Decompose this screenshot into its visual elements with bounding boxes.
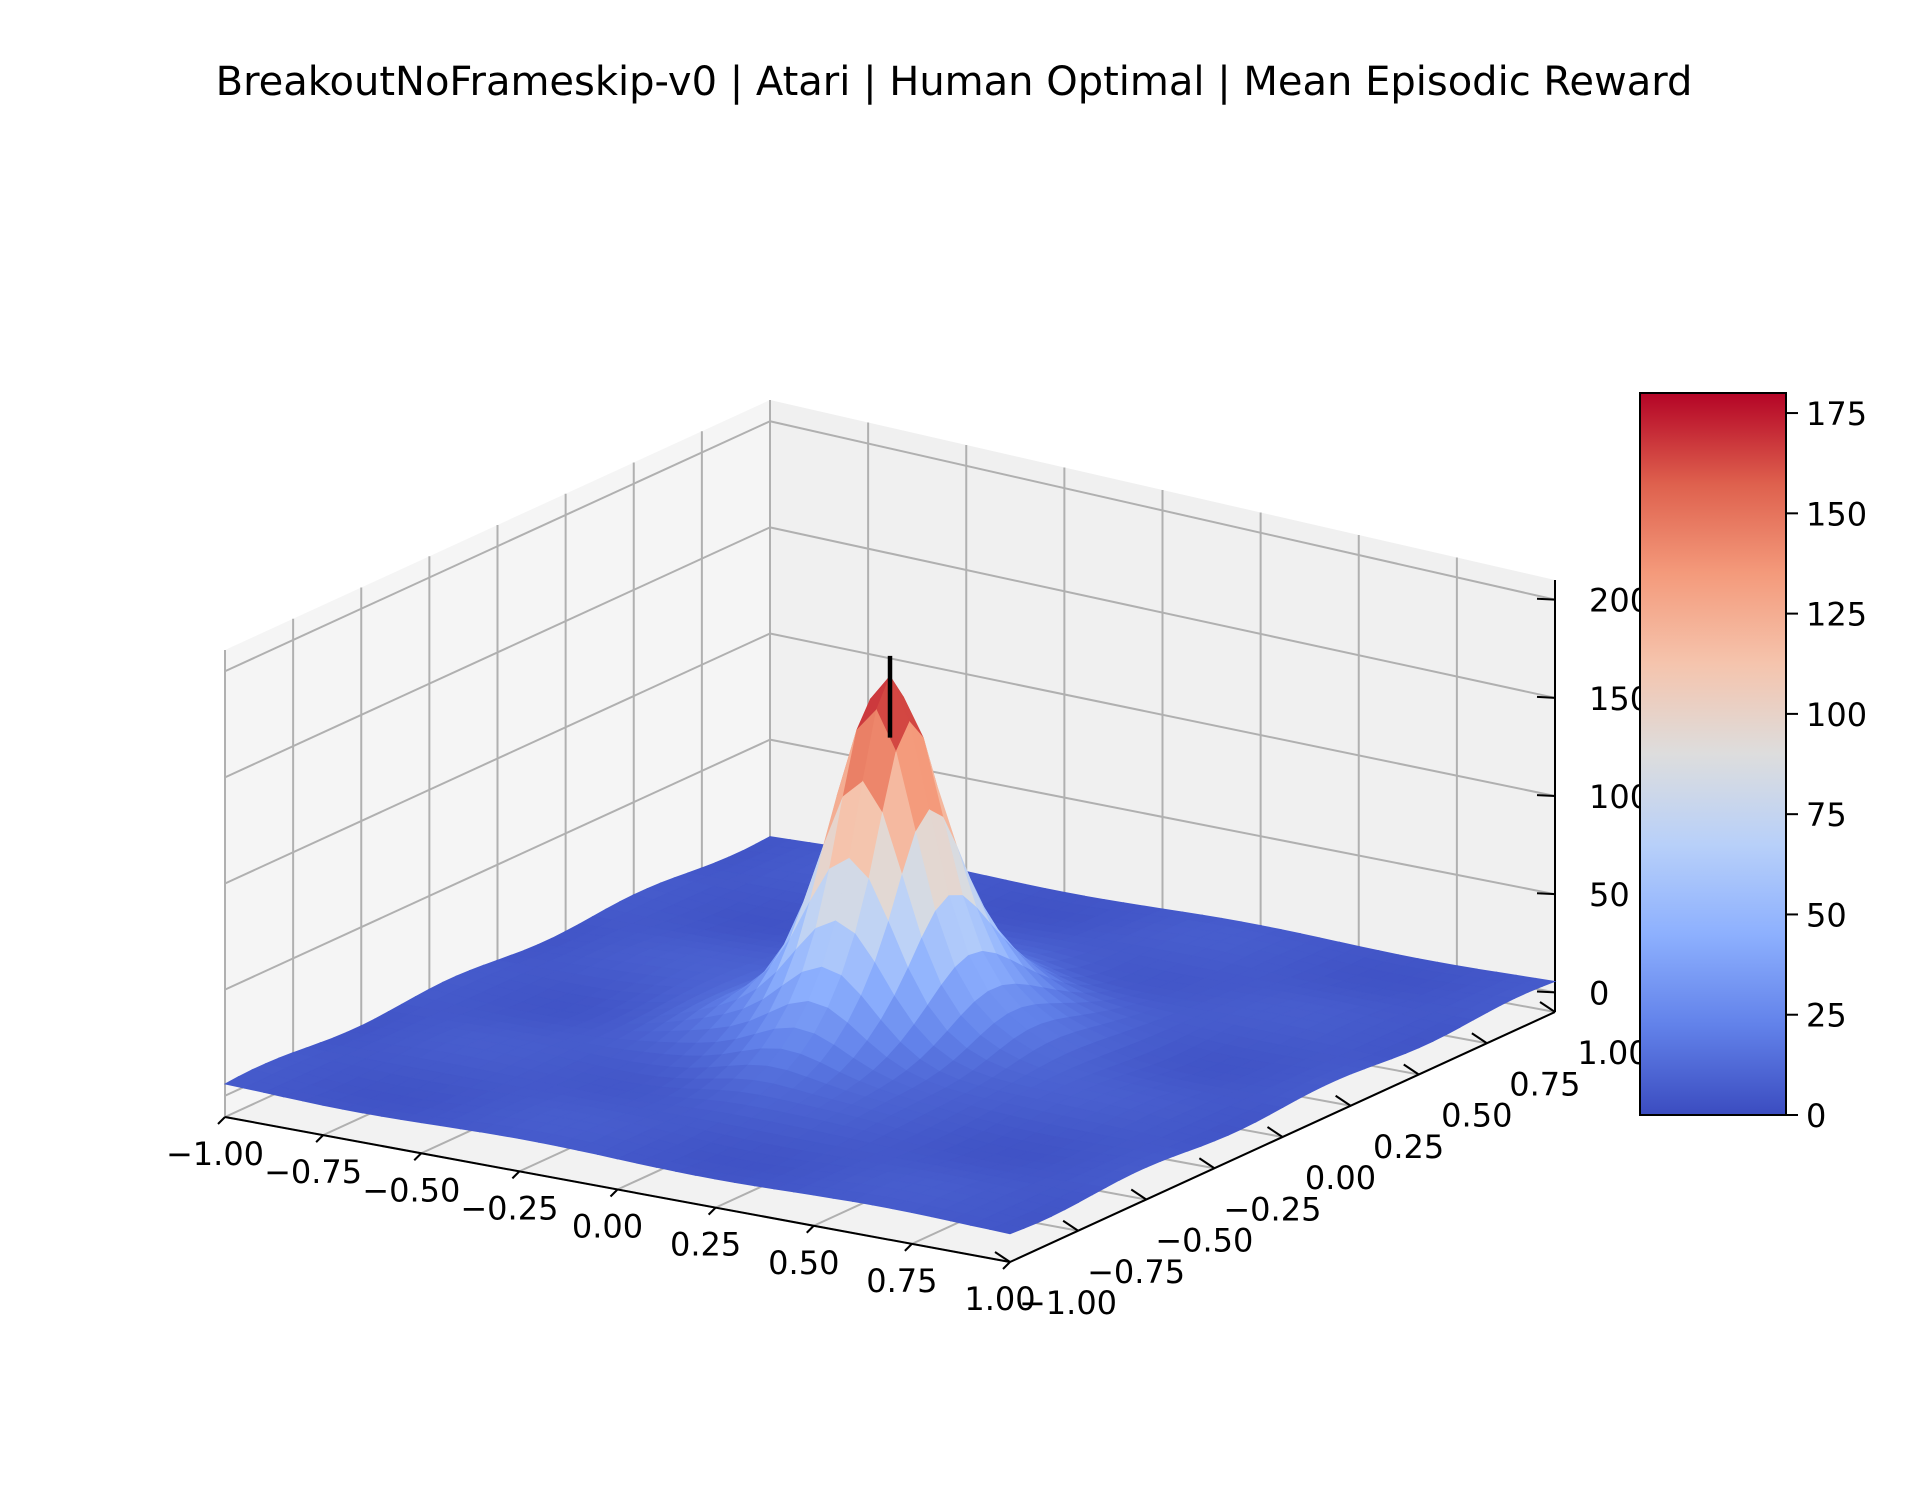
y-tick-label: 0.25 [1373,1128,1444,1166]
z-tick-label-mark [1536,794,1556,797]
y-tick-label-mark [1130,1188,1147,1201]
grid-line [224,526,771,779]
z-tick-label-mark [1536,990,1556,994]
x-tick-label: −0.75 [264,1153,362,1191]
y-tick-label: −0.50 [1155,1222,1253,1260]
z-tick-label-mark [1536,892,1556,896]
y-tick-label: −0.75 [1087,1253,1185,1291]
x-tick-label-mark [806,1225,815,1234]
y-tick-label: 0.00 [1305,1159,1376,1197]
colorbar: 0 25 50 75 100 125 150 175 [1639,392,1867,1135]
y-tick-label-mark [1266,1126,1284,1138]
y-tick-label: 0.50 [1441,1097,1512,1135]
x-tick-label-mark [315,1134,324,1143]
x-tick-label: −0.50 [362,1171,460,1209]
z-tick-label: 0 [1589,974,1609,1012]
x-tick-label: 0.25 [670,1226,741,1264]
y-tick-label-mark [994,1251,1011,1263]
grid-line [224,420,771,673]
x-tick-label: 0.75 [866,1262,937,1300]
grid-line [769,526,1556,699]
surface-plot [223,675,1557,1235]
y-tick-label-mark [1198,1157,1215,1170]
grid-line [769,420,1556,601]
x-tick-label: −0.25 [460,1189,558,1227]
z-tick-label-mark [1536,597,1556,601]
x-tick-label-mark [904,1243,913,1252]
x-tick-label: 0.50 [768,1244,839,1282]
z-tick-label: 50 [1589,876,1630,914]
axis-lines [217,580,1556,1270]
colorbar-tick-label: 50 [1806,896,1847,934]
colorbar-tick-label: 175 [1806,395,1867,433]
x-tick-label: −1.00 [166,1135,264,1173]
surface-face [989,1223,1025,1235]
x-tick-label-mark [413,1152,422,1161]
x-tick-label: 0.00 [572,1208,643,1246]
grid-line [769,632,1556,797]
y-tick-label-mark [1403,1063,1420,1076]
colorbar-tick-label: 100 [1806,696,1867,734]
x-tick-label: 1.00 [964,1280,1035,1318]
y-tick-label: 0.75 [1509,1065,1580,1103]
y-tick-label-mark [1471,1032,1488,1045]
x-tick-label-mark [511,1170,521,1180]
y-tick-label: −0.25 [1223,1190,1321,1228]
colorbar-bar [1639,392,1787,1116]
grid-line [224,738,771,991]
y-tick-label: −1.00 [1019,1284,1117,1322]
z-tick-label-mark [1536,695,1556,699]
colorbar-tick-label: 125 [1806,596,1867,634]
y-tick-label-mark [1062,1219,1079,1232]
y-tick-label-mark [1335,1094,1352,1107]
colorbar-tick-label: 25 [1806,997,1847,1035]
chart-title: BreakoutNoFrameskip-v0 | Atari | Human O… [216,59,1693,105]
x-tick-label-mark [1002,1261,1011,1270]
x-tick-label-mark [707,1206,717,1216]
x-tick-label-mark [217,1116,226,1125]
x-tick-label-mark [609,1188,619,1198]
y-tick-label: 1.00 [1577,1034,1648,1072]
colorbar-tick-label: 0 [1806,1097,1826,1135]
grid-line [224,632,771,885]
y-tick-label-mark [1539,1001,1556,1013]
tick-labels: −1.00 −0.75 −0.50 −0.25 0.00 0.25 0.50 0.75 1.00… [166,582,1650,1322]
colorbar-tick-label: 150 [1806,495,1867,533]
colorbar-tick-label: 75 [1806,796,1847,834]
